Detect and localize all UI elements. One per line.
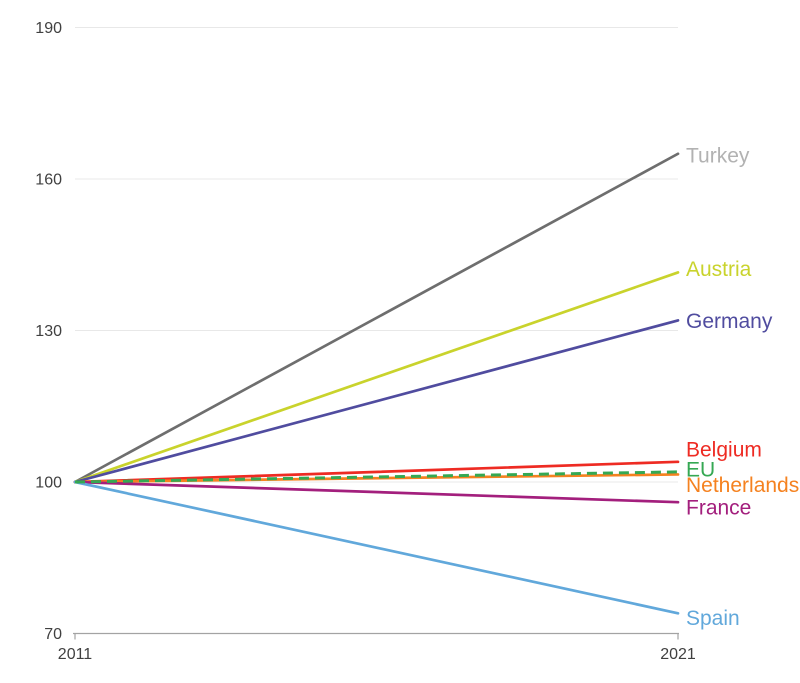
- series-label-belgium: Belgium: [686, 438, 762, 461]
- series-label-netherlands: Netherlands: [686, 474, 799, 497]
- x-axis-tick-label-2021: 2021: [660, 646, 696, 663]
- series-line-france: [73, 480, 680, 504]
- series-line-germany: [73, 319, 680, 484]
- series-label-france: France: [686, 497, 751, 520]
- series-label-austria: Austria: [686, 258, 752, 281]
- series-line-turkey: [73, 152, 680, 484]
- x-axis-tick-label-2011: 2011: [58, 646, 93, 663]
- series-line-spain: [73, 480, 680, 615]
- series-label-germany: Germany: [686, 310, 773, 333]
- y-axis-tick-label-190: 190: [35, 20, 62, 37]
- series-line-eu: [74, 470, 679, 484]
- series-label-turkey: Turkey: [686, 144, 750, 167]
- series-line-belgium: [73, 460, 680, 484]
- y-axis-tick-label-160: 160: [35, 172, 62, 189]
- y-axis-tick-label-130: 130: [35, 323, 62, 340]
- series-label-eu: EU: [686, 458, 715, 481]
- y-axis-tick-label-100: 100: [35, 475, 62, 492]
- series-line-austria: [73, 271, 680, 484]
- y-axis-tick-label-70: 70: [44, 626, 62, 643]
- series-label-spain: Spain: [686, 607, 740, 630]
